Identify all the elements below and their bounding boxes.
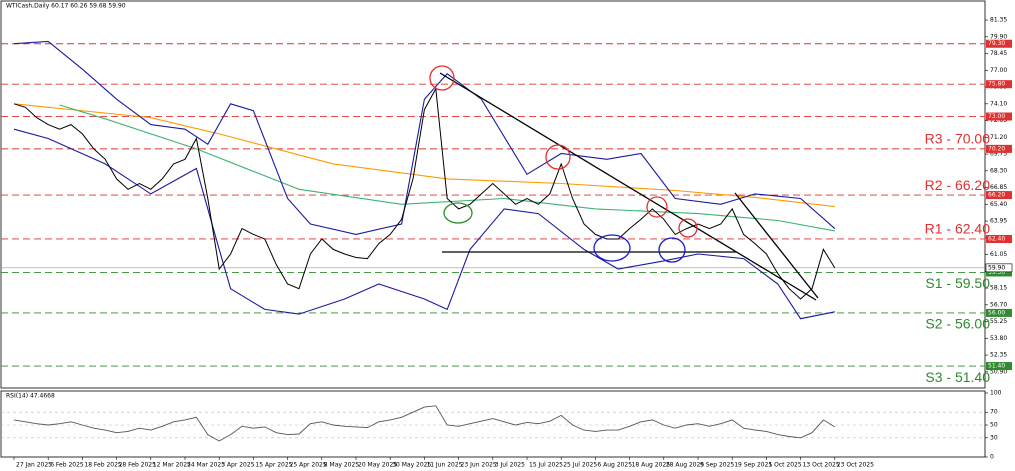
current-price-box [985,263,1013,273]
x-tick-label: 30 May 2025 [392,462,431,469]
rsi-panel [0,390,986,458]
level-annotation: S2 - 56.00 [925,316,990,332]
rsi-tick-label: 50 [990,422,998,429]
highlight-ellipse [593,234,631,262]
y-tick-label: 66.85 [990,184,1007,191]
trendline [439,72,817,301]
y-tick-label: 55.25 [990,318,1007,325]
y-tick-label: 81.35 [990,17,1007,24]
level-price-box [986,234,1012,243]
level-price-label: 56.00 [988,309,1005,316]
x-tick-label: 28 Aug 2025 [666,462,705,469]
rsi-tick-label: 100 [990,390,1002,397]
level-annotation: S3 - 51.40 [925,369,990,385]
y-tick-label: 61.05 [990,251,1007,258]
highlight-circle [429,65,455,91]
price-panel [0,0,986,389]
level-price-box [986,39,1012,48]
x-tick-label: 9 Sep 2025 [700,462,734,469]
x-tick-label: 6 Aug 2025 [597,462,632,469]
y-tick-label: 72.65 [990,117,1007,124]
y-tick-label: 79.90 [990,33,1007,40]
level-price-label: 66.20 [988,192,1005,199]
x-tick-label: 3 Apr 2025 [221,462,254,469]
level-price-label: 59.50 [988,269,1005,276]
x-tick-label: 15 Jul 2025 [529,462,563,469]
chart-title: WTICash,Daily 60.17 60.26 59.68 59.90 [6,3,126,10]
x-tick-label: 20 May 2025 [358,462,397,469]
trendline [734,192,819,299]
y-tick-label: 74.10 [990,100,1007,107]
rsi-tick-label: 0 [990,454,994,461]
rsi-tick-label: 30 [990,434,998,441]
x-tick-label: 8 May 2025 [324,462,359,469]
current-price-label: 59.90 [988,264,1005,271]
x-tick-label: 18 Aug 2025 [632,462,671,469]
y-tick-label: 78.45 [990,50,1007,57]
y-tick-label: 52.35 [990,352,1007,359]
price-line [13,87,836,300]
y-tick-label: 53.80 [990,335,1007,342]
level-annotation: R1 - 62.40 [925,221,991,237]
highlight-circle [545,144,571,170]
rsi-tick-label: 70 [990,409,998,416]
x-tick-label: 12 Mar 2025 [153,462,191,469]
y-tick-label: 65.40 [990,201,1007,208]
highlight-ellipse [658,237,686,263]
rsi-line [13,405,836,442]
highlight-ellipse [443,202,473,224]
x-tick-label: 25 Apr 2025 [290,462,327,469]
x-tick-label: 28 Feb 2025 [119,462,157,469]
level-price-label: 73.00 [988,113,1005,120]
level-price-box [986,80,1012,89]
level-price-label: 62.40 [988,235,1005,242]
rsi-title: RSI(14) 47.4668 [6,393,55,400]
x-tick-label: 27 Jan 2025 [16,462,52,469]
indicator-line [13,128,835,320]
x-tick-label: 23 Oct 2025 [837,462,874,469]
x-tick-label: 6 Feb 2025 [50,462,84,469]
highlight-circle [678,218,698,238]
indicator-line [13,40,836,235]
x-tick-label: 3 Jul 2025 [495,462,525,469]
level-price-box [986,191,1012,200]
x-tick-label: 1 Oct 2025 [768,462,801,469]
y-tick-label: 50.90 [990,368,1007,375]
level-price-box [986,112,1012,121]
x-tick-label: 13 Oct 2025 [803,462,840,469]
highlight-circle [646,196,668,218]
y-tick-label: 63.95 [990,218,1007,225]
level-annotation: R3 - 70.00 [925,131,991,147]
indicator-line [13,103,835,208]
level-price-label: 75.80 [988,81,1005,88]
level-price-label: 79.30 [988,40,1005,47]
y-tick-label: 68.30 [990,167,1007,174]
y-tick-label: 77.00 [990,67,1007,74]
level-price-label: 51.40 [988,363,1005,370]
x-tick-label: 23 Jun 2025 [461,462,497,469]
x-tick-label: 15 Apr 2025 [255,462,292,469]
level-price-box [986,308,1012,317]
x-tick-label: 11 Jun 2025 [426,462,462,469]
level-price-box [986,268,1012,277]
indicator-line [59,104,835,232]
level-annotation: R2 - 66.20 [925,177,991,193]
x-tick-label: 25 Jul 2025 [563,462,597,469]
level-annotation: S1 - 59.50 [925,275,990,291]
annotations [429,65,819,301]
y-tick-label: 69.75 [990,151,1007,158]
y-tick-label: 71.20 [990,134,1007,141]
y-tick-label: 58.15 [990,285,1007,292]
x-tick-label: 18 Feb 2025 [84,462,122,469]
level-price-label: 70.20 [988,145,1005,152]
y-tick-label: 56.70 [990,301,1007,308]
x-tick-label: 19 Sep 2025 [734,462,772,469]
plot: 50.9052.3553.8055.2556.7058.1559.6061.05… [1,17,1013,469]
level-price-box [986,362,1012,371]
x-tick-label: 24 Mar 2025 [187,462,225,469]
level-price-box [986,144,1012,153]
